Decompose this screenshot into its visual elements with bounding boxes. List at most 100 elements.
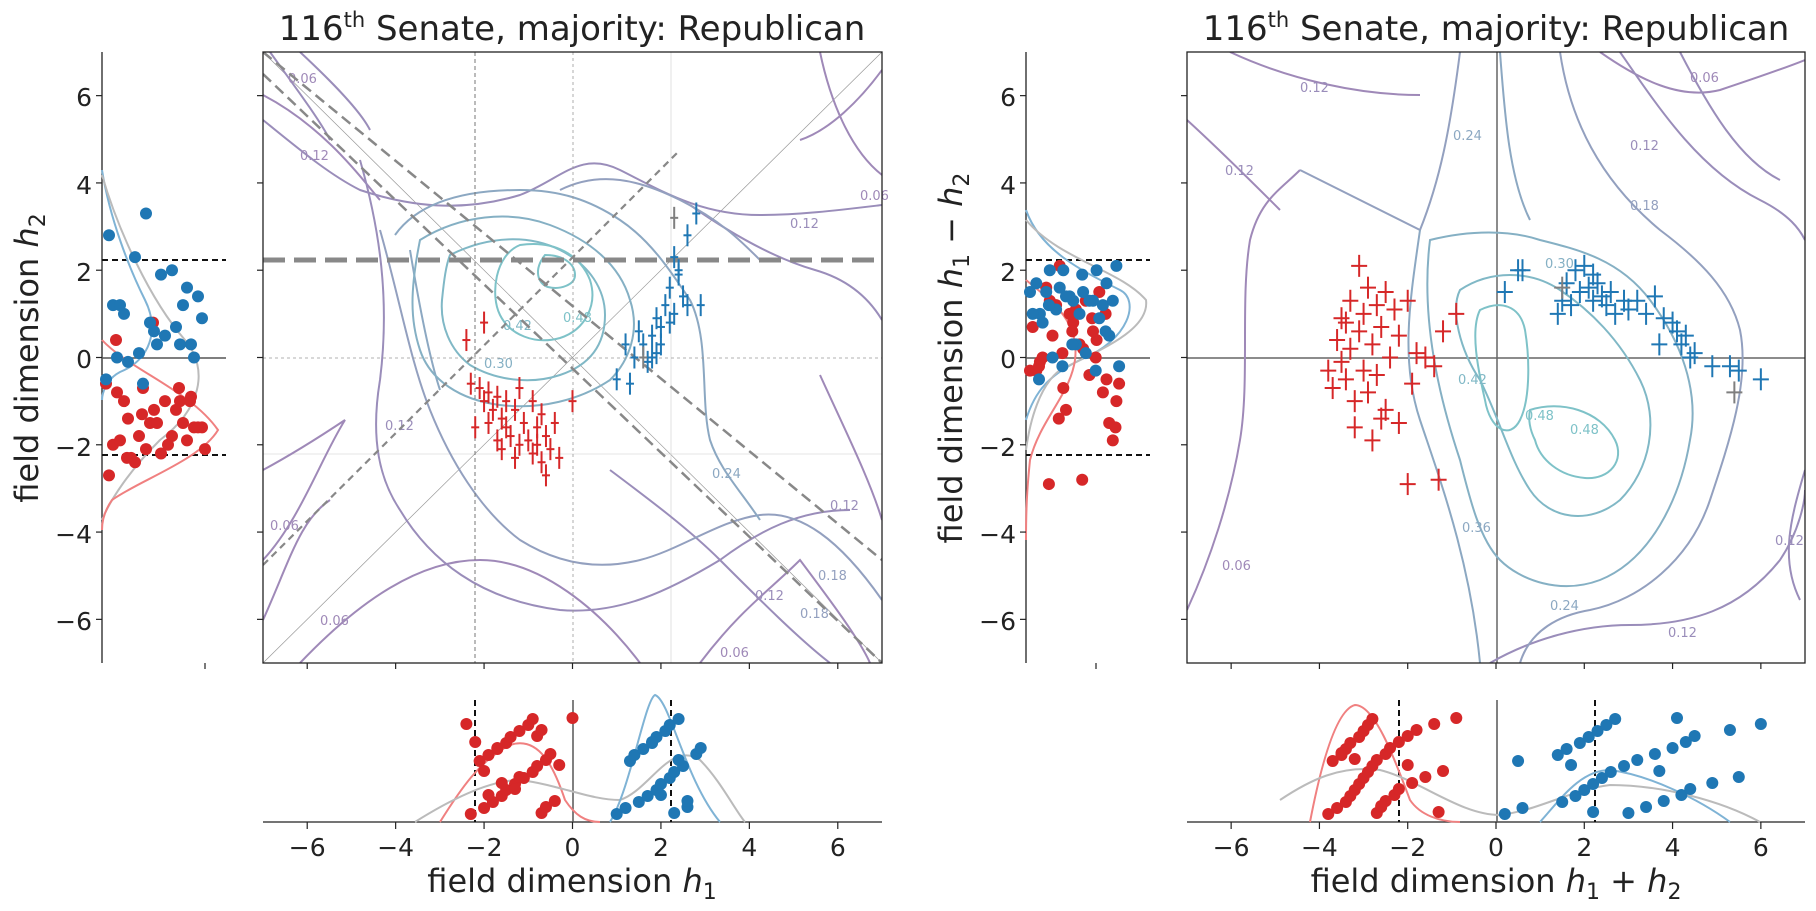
republican-bottom-point bbox=[478, 802, 491, 814]
independent-senator-marker bbox=[1554, 276, 1571, 299]
democrat-bottom-point bbox=[668, 807, 681, 819]
democrat-senator-marker bbox=[1638, 302, 1655, 325]
republican-senator-marker bbox=[497, 438, 506, 461]
republican-side-point bbox=[1066, 325, 1079, 338]
democrat-side-point bbox=[1043, 264, 1056, 277]
republican-senator-marker bbox=[480, 390, 489, 413]
x-tick-label: −2 bbox=[466, 833, 503, 862]
democrat-bottom-point bbox=[1688, 730, 1701, 742]
democrat-side-point bbox=[151, 338, 163, 351]
republican-senator-marker bbox=[533, 433, 542, 456]
democrat-side-point bbox=[144, 316, 156, 329]
democrat-side-point bbox=[192, 290, 204, 303]
democrat-side-point bbox=[159, 329, 171, 342]
contour-label: 0.12 bbox=[1668, 626, 1697, 641]
independent-senator-marker bbox=[1726, 381, 1743, 404]
republican-side-point bbox=[177, 416, 189, 429]
democrat-side-point bbox=[1100, 277, 1113, 290]
contour-label: 0.06 bbox=[860, 189, 889, 204]
democrat-side-point bbox=[1083, 294, 1096, 307]
republican-bottom-point bbox=[1450, 712, 1463, 724]
republican-senator-marker bbox=[488, 398, 497, 421]
contour-label: 0.12 bbox=[1630, 139, 1659, 154]
right-scatter bbox=[1320, 254, 1769, 496]
republican-senator-marker bbox=[519, 411, 528, 434]
republican-senator-marker bbox=[1359, 381, 1376, 404]
democrat-senator-marker bbox=[1730, 359, 1747, 382]
democrat-bottom-point bbox=[1675, 789, 1688, 801]
democrat-senator-marker bbox=[1646, 285, 1663, 308]
democrat-side-point bbox=[1093, 312, 1106, 325]
republican-senator-marker bbox=[541, 464, 550, 487]
republican-side-point bbox=[1052, 412, 1065, 425]
democrat-senator-marker bbox=[1620, 298, 1637, 321]
contour-label: 0.18 bbox=[800, 607, 829, 622]
republican-senator-marker bbox=[1377, 281, 1394, 304]
republican-bottom-point bbox=[1428, 718, 1441, 730]
democrat-senator-marker bbox=[612, 368, 621, 391]
democrat-senator-marker bbox=[1514, 259, 1531, 282]
democrat-bottom-point bbox=[1684, 783, 1697, 795]
democrat-bottom-point bbox=[1723, 724, 1736, 736]
republican-side-point bbox=[103, 469, 115, 482]
x-tick-label: −2 bbox=[1389, 833, 1426, 862]
side-ytick: 0 bbox=[76, 345, 92, 374]
republican-side-point bbox=[173, 382, 185, 395]
republican-senator-marker bbox=[497, 407, 506, 430]
side-ytick: −4 bbox=[55, 520, 92, 549]
x-tick-label: 4 bbox=[1665, 833, 1681, 862]
republican-senator-marker bbox=[1329, 329, 1346, 352]
democrat-side-point bbox=[1024, 286, 1036, 299]
republican-side-point bbox=[114, 434, 126, 447]
republican-senator-marker bbox=[1342, 289, 1359, 312]
democrat-bottom-point bbox=[1631, 754, 1644, 766]
contour-label: 0.48 bbox=[563, 311, 592, 326]
democrat-senator-marker bbox=[648, 324, 657, 347]
republican-bottom-point bbox=[1410, 724, 1423, 736]
republican-senator-marker bbox=[1346, 390, 1363, 413]
democrat-senator-marker bbox=[1668, 320, 1685, 343]
democrat-side-point bbox=[1096, 299, 1109, 312]
democrat-side-point bbox=[1113, 360, 1126, 373]
republican-side-point bbox=[1100, 373, 1113, 386]
democrat-side-point bbox=[1057, 264, 1070, 277]
republican-senator-marker bbox=[506, 425, 515, 448]
democrat-side-point bbox=[170, 320, 182, 333]
republican-senator-marker bbox=[480, 311, 489, 334]
democrat-side-point bbox=[166, 264, 178, 277]
democrat-senator-marker bbox=[1677, 324, 1694, 347]
democrat-senator-marker bbox=[1585, 289, 1602, 312]
contour-label: 0.24 bbox=[1550, 599, 1579, 614]
democrat-bottom-point bbox=[610, 808, 623, 820]
democrat-senator-marker bbox=[1602, 281, 1619, 304]
republican-senator-marker bbox=[1404, 372, 1421, 395]
republican-side-point bbox=[155, 447, 167, 460]
democrat-senator-marker bbox=[625, 372, 634, 395]
left-ylabel: field dimension h2 bbox=[8, 213, 51, 502]
republican-side-point bbox=[151, 416, 163, 429]
democrat-bottom-point bbox=[646, 736, 659, 748]
democrat-side-point bbox=[177, 299, 189, 312]
contour-label: 0.42 bbox=[1458, 373, 1487, 388]
republican-side-point bbox=[148, 403, 160, 416]
contour-label: 0.12 bbox=[790, 217, 819, 232]
side-ytick: −4 bbox=[979, 520, 1016, 549]
democrat-bottom-point bbox=[1622, 807, 1635, 819]
democrat-senator-marker bbox=[1563, 294, 1580, 317]
democrat-senator-marker bbox=[630, 346, 639, 369]
democrat-side-point bbox=[1099, 325, 1112, 338]
democrat-side-point bbox=[133, 347, 145, 360]
republican-side-point bbox=[140, 443, 152, 456]
left-main-xticks bbox=[306, 663, 839, 669]
democrat-senator-marker bbox=[1598, 294, 1615, 317]
republican-senator-marker bbox=[1386, 298, 1403, 321]
republican-bottom-point bbox=[469, 736, 482, 748]
republican-bottom-point bbox=[1401, 730, 1414, 742]
democrat-senator-marker bbox=[1655, 307, 1672, 330]
side-ytick: 6 bbox=[76, 83, 92, 112]
republican-bottom-point bbox=[460, 718, 473, 730]
contour-label: 0.48 bbox=[1570, 423, 1599, 438]
democrat-side-point bbox=[1076, 268, 1089, 281]
democrat-side-point bbox=[1106, 294, 1119, 307]
democrat-senator-marker bbox=[670, 302, 679, 325]
